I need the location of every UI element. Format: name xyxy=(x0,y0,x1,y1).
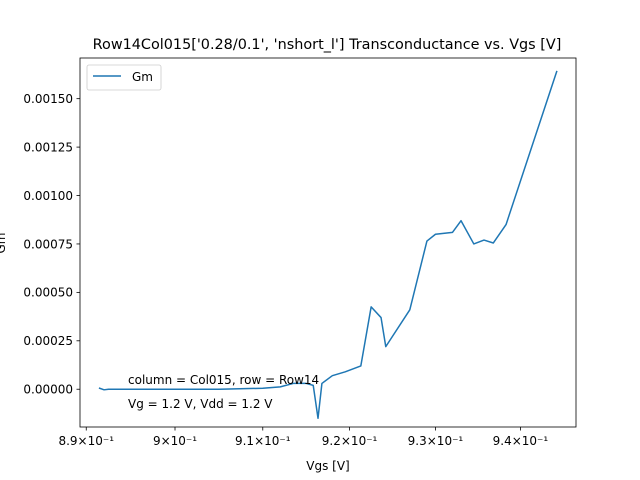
y-tick-label: 0.00025 xyxy=(23,334,73,348)
plot-frame xyxy=(79,57,577,428)
plot-background xyxy=(80,58,576,427)
y-tick-label: 0.00050 xyxy=(23,286,73,300)
annotation-voltages: Vg = 1.2 V, Vdd = 1.2 V xyxy=(128,397,273,411)
y-axis: 0.00000 0.00025 0.00050 0.00075 0.00100 0.001… xyxy=(23,92,80,397)
annotations: column = Col015, row = Row14 Vg = 1.2 V,… xyxy=(128,373,319,411)
x-tick-label: 9.2×10⁻¹ xyxy=(322,434,378,448)
x-tick-label: 8.9×10⁻¹ xyxy=(58,434,114,448)
annotation-location: column = Col015, row = Row14 xyxy=(128,373,319,387)
y-axis-label: Gm xyxy=(0,233,8,254)
x-tick-label: 9.1×10⁻¹ xyxy=(235,434,291,448)
series-line-gm xyxy=(98,70,558,420)
y-tick-label: 0.00100 xyxy=(23,189,73,203)
plot-area: 8.9×10⁻¹ 9×10⁻¹ 9.1×10⁻¹ 9.2×10⁻¹ 9.3×10⁻¹ 9.… xyxy=(23,57,577,448)
x-axis-label: Vgs [V] xyxy=(306,459,349,473)
y-tick-label: 0.00000 xyxy=(23,383,73,397)
chart-title: Row14Col015['0.28/0.1', 'nshort_l'] Tran… xyxy=(93,37,562,53)
series-layer xyxy=(98,70,558,420)
x-tick-label: 9×10⁻¹ xyxy=(153,434,197,448)
x-tick-label: 9.3×10⁻¹ xyxy=(408,434,464,448)
y-tick-label: 0.00150 xyxy=(23,92,73,106)
y-tick-label: 0.00075 xyxy=(23,237,73,251)
x-tick-label: 9.4×10⁻¹ xyxy=(493,434,549,448)
legend-label-gm: Gm xyxy=(132,70,153,84)
y-tick-label: 0.00125 xyxy=(23,140,73,154)
legend: Gm xyxy=(86,64,162,91)
x-axis: 8.9×10⁻¹ 9×10⁻¹ 9.1×10⁻¹ 9.2×10⁻¹ 9.3×10⁻¹ 9.… xyxy=(58,427,548,448)
legend-box xyxy=(86,64,162,91)
